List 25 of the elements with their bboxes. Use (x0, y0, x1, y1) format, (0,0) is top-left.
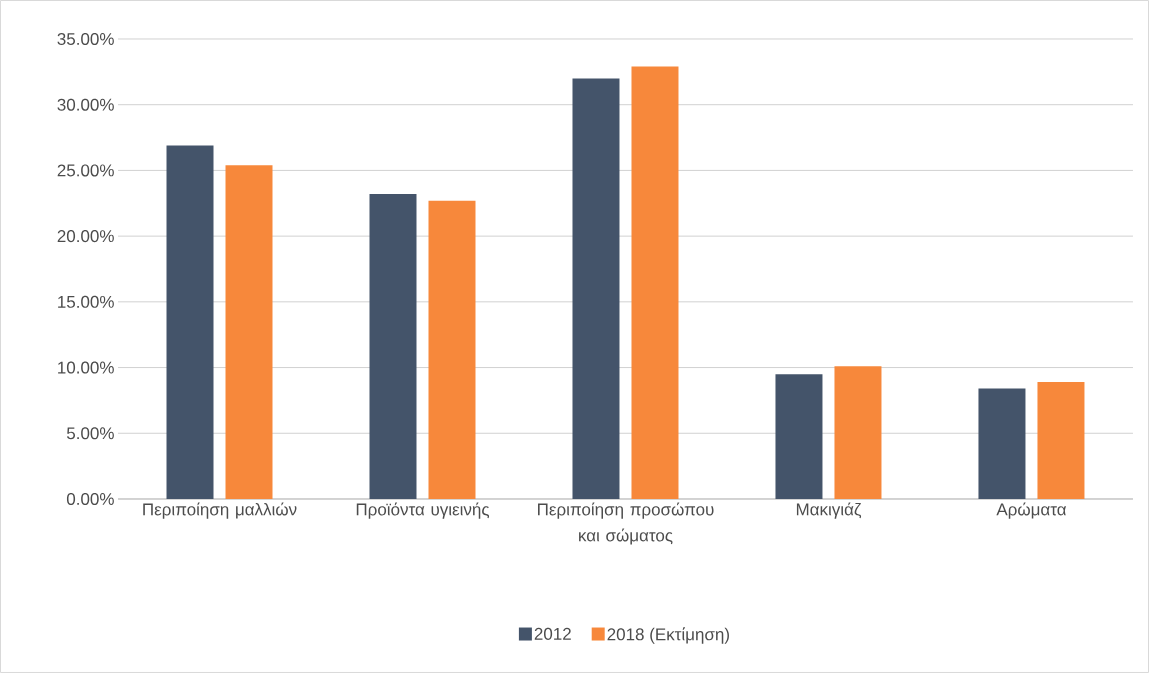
y-tick-label: 15.00% (58, 295, 114, 308)
bar (1037, 382, 1085, 499)
y-tick-label: 30.00% (57, 98, 114, 111)
y-tick-label: 0.00% (66, 492, 114, 506)
y-tick-label: 20.00% (57, 230, 114, 243)
y-tick-label: 5.00% (66, 427, 114, 440)
bar (225, 165, 273, 499)
bar (369, 194, 417, 499)
bar (631, 66, 679, 499)
x-tick-label: Αρώματα (996, 502, 1067, 519)
y-tick-label: 10.00% (58, 361, 114, 374)
bar (166, 145, 214, 499)
bar (428, 200, 476, 499)
legend-label: 2018 (Εκτίμηση) (607, 627, 729, 644)
legend-label: 2012 (534, 627, 571, 640)
bar (775, 374, 823, 499)
y-tick-label: 35.00% (57, 32, 114, 46)
x-tick-label: Περιποίηση προσώπου και σώματος (538, 502, 714, 545)
y-tick-label: 25.00% (57, 164, 114, 177)
bar (834, 366, 882, 499)
x-tick-label: Περιποίηση μαλλιών (143, 502, 297, 519)
bar (978, 388, 1026, 499)
bar (572, 78, 620, 499)
x-tick-label: Προϊόντα υγιεινής (356, 502, 490, 519)
x-tick-label: Μακιγιάζ (796, 502, 862, 519)
